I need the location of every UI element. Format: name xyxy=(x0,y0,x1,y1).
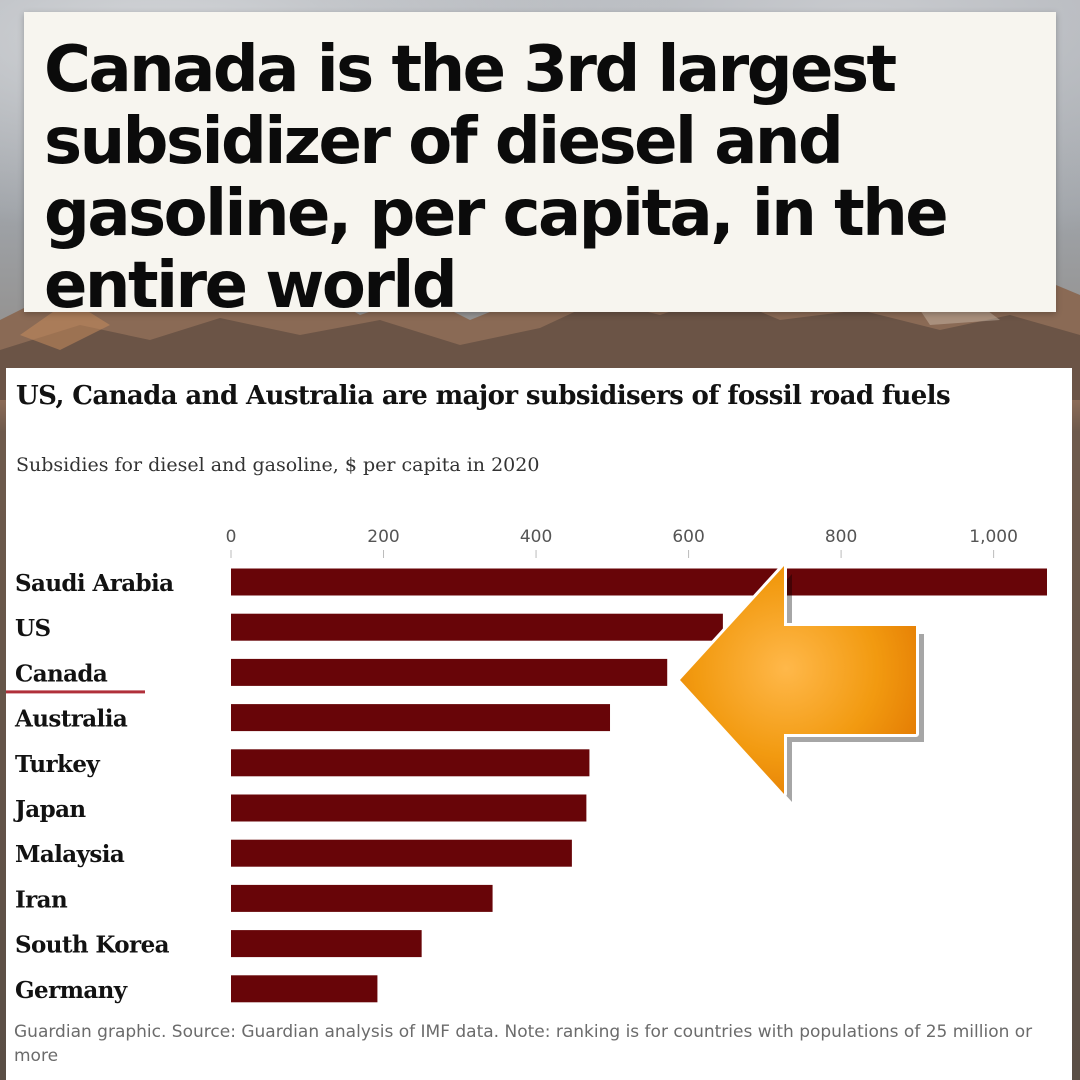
category-label: Iran xyxy=(15,886,68,913)
category-label: Turkey xyxy=(15,751,100,778)
bar xyxy=(231,884,493,912)
source-note: Guardian graphic. Source: Guardian analy… xyxy=(14,1022,1033,1066)
bar xyxy=(231,749,590,777)
bar xyxy=(231,930,422,958)
bar xyxy=(231,704,611,732)
x-tick-label: 1,000 xyxy=(969,527,1018,547)
highlight-underline xyxy=(6,690,145,694)
chart-title: US, Canada and Australia are major subsi… xyxy=(16,381,951,411)
category-label: South Korea xyxy=(15,932,170,959)
chart-card: US, Canada and Australia are major subsi… xyxy=(6,368,1072,1080)
left-arrow-icon xyxy=(677,563,924,802)
category-label: Australia xyxy=(14,706,128,733)
bar xyxy=(231,975,378,1003)
x-tick-label: 600 xyxy=(672,527,704,547)
chart-subtitle: Subsidies for diesel and gasoline, $ per… xyxy=(16,454,540,476)
headline: Canada is the 3rd largest subsidizer of … xyxy=(44,33,949,323)
category-label: Malaysia xyxy=(15,841,125,868)
x-tick-label: 200 xyxy=(367,527,399,547)
category-label: US xyxy=(15,615,50,642)
bar xyxy=(231,658,668,686)
bar-chart: 0 200 400 600 800 1,000 Saudi Arabia US Canada Au… xyxy=(6,527,1047,1004)
bar xyxy=(231,794,587,822)
category-label: Germany xyxy=(15,977,128,1004)
category-label: Japan xyxy=(13,796,86,823)
x-tick-label: 0 xyxy=(226,527,237,547)
headline-card xyxy=(24,12,1056,312)
bar xyxy=(231,613,723,641)
x-tick-label: 400 xyxy=(520,527,552,547)
bar xyxy=(231,568,1047,596)
category-label: Canada xyxy=(15,660,108,687)
bar xyxy=(231,839,572,867)
category-label: Saudi Arabia xyxy=(15,570,174,597)
x-tick-label: 800 xyxy=(825,527,857,547)
